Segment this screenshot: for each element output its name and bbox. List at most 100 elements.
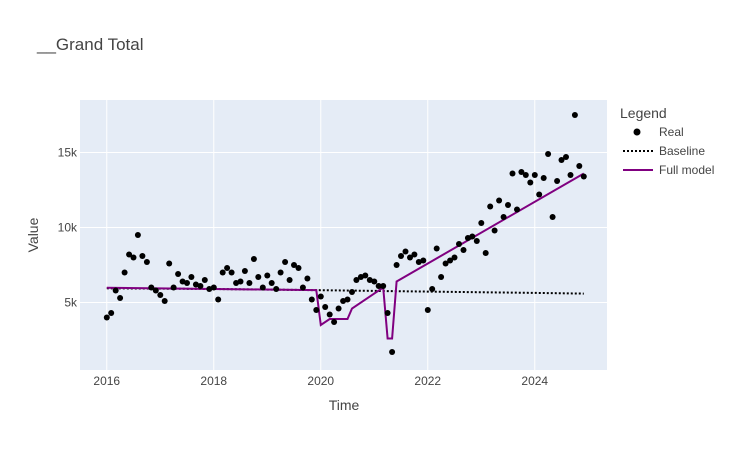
real-point[interactable] bbox=[353, 277, 360, 283]
real-point[interactable] bbox=[531, 172, 538, 178]
real-point[interactable] bbox=[371, 278, 378, 285]
real-point[interactable] bbox=[549, 214, 556, 220]
real-point[interactable] bbox=[175, 271, 182, 277]
real-point[interactable] bbox=[536, 191, 543, 198]
real-point[interactable] bbox=[322, 304, 329, 310]
legend-item-full-model[interactable]: Full model bbox=[623, 163, 714, 177]
real-point[interactable] bbox=[295, 265, 302, 271]
real-point[interactable] bbox=[473, 238, 480, 244]
real-point[interactable] bbox=[335, 305, 342, 312]
real-point[interactable] bbox=[349, 289, 355, 295]
real-point[interactable] bbox=[527, 179, 534, 186]
real-point[interactable] bbox=[545, 151, 552, 157]
real-point[interactable] bbox=[255, 274, 262, 280]
real-point[interactable] bbox=[509, 170, 516, 177]
real-point[interactable] bbox=[313, 307, 320, 313]
real-point[interactable] bbox=[460, 247, 467, 253]
real-point[interactable] bbox=[563, 154, 569, 160]
real-point[interactable] bbox=[580, 173, 587, 180]
real-point[interactable] bbox=[286, 277, 293, 283]
real-point[interactable] bbox=[331, 319, 338, 325]
real-point[interactable] bbox=[210, 284, 217, 291]
real-point[interactable] bbox=[215, 296, 222, 303]
real-point[interactable] bbox=[184, 280, 190, 286]
real-point[interactable] bbox=[264, 272, 271, 279]
real-point[interactable] bbox=[442, 260, 449, 267]
real-point[interactable] bbox=[166, 260, 173, 267]
real-point[interactable] bbox=[567, 172, 574, 178]
real-point[interactable] bbox=[161, 298, 168, 304]
real-point[interactable] bbox=[576, 163, 583, 169]
real-point[interactable] bbox=[237, 278, 244, 285]
real-point[interactable] bbox=[103, 314, 110, 321]
real-point[interactable] bbox=[451, 254, 458, 261]
real-point[interactable] bbox=[259, 284, 266, 291]
real-point[interactable] bbox=[514, 206, 520, 213]
legend-item-baseline[interactable]: Baseline bbox=[623, 144, 705, 158]
real-point[interactable] bbox=[126, 251, 133, 258]
legend-item-real[interactable]: Real bbox=[633, 125, 684, 139]
real-point[interactable] bbox=[522, 172, 529, 178]
real-point[interactable] bbox=[121, 269, 128, 276]
real-point[interactable] bbox=[389, 349, 396, 355]
real-point[interactable] bbox=[152, 287, 159, 294]
real-point[interactable] bbox=[505, 202, 511, 208]
real-point[interactable] bbox=[188, 274, 195, 280]
real-point[interactable] bbox=[402, 248, 409, 255]
real-point[interactable] bbox=[268, 280, 275, 286]
real-point[interactable] bbox=[157, 292, 164, 298]
real-point[interactable] bbox=[469, 233, 476, 240]
real-point[interactable] bbox=[134, 232, 141, 238]
real-point[interactable] bbox=[304, 275, 311, 282]
real-point[interactable] bbox=[108, 310, 115, 316]
real-point[interactable] bbox=[540, 175, 547, 181]
real-point[interactable] bbox=[291, 262, 297, 268]
real-point[interactable] bbox=[447, 257, 454, 264]
real-point[interactable] bbox=[228, 269, 235, 276]
real-point[interactable] bbox=[496, 197, 503, 204]
real-point[interactable] bbox=[112, 287, 119, 294]
real-point[interactable] bbox=[433, 245, 440, 252]
real-point[interactable] bbox=[143, 259, 150, 265]
real-point[interactable] bbox=[554, 178, 561, 184]
real-point[interactable] bbox=[456, 241, 462, 247]
real-point[interactable] bbox=[273, 286, 280, 292]
real-point[interactable] bbox=[424, 307, 431, 313]
real-point[interactable] bbox=[518, 169, 525, 175]
real-point[interactable] bbox=[420, 257, 427, 264]
real-point[interactable] bbox=[407, 254, 413, 261]
real-point[interactable] bbox=[362, 272, 369, 279]
real-point[interactable] bbox=[384, 310, 391, 316]
real-point[interactable] bbox=[299, 284, 306, 291]
real-point[interactable] bbox=[317, 293, 324, 300]
real-point[interactable] bbox=[478, 220, 485, 226]
real-point[interactable] bbox=[380, 283, 387, 289]
real-point[interactable] bbox=[219, 269, 226, 276]
real-point[interactable] bbox=[344, 296, 351, 303]
real-point[interactable] bbox=[201, 277, 208, 283]
real-point[interactable] bbox=[282, 259, 289, 265]
real-point[interactable] bbox=[375, 283, 382, 289]
real-point[interactable] bbox=[148, 284, 155, 291]
real-point[interactable] bbox=[393, 262, 400, 268]
real-point[interactable] bbox=[429, 286, 436, 292]
real-point[interactable] bbox=[250, 256, 257, 262]
real-point[interactable] bbox=[277, 269, 284, 276]
real-point[interactable] bbox=[438, 274, 445, 280]
real-point[interactable] bbox=[491, 227, 498, 234]
real-point[interactable] bbox=[117, 295, 124, 301]
real-point[interactable] bbox=[224, 265, 231, 271]
real-point[interactable] bbox=[139, 253, 146, 259]
real-point[interactable] bbox=[326, 311, 333, 318]
real-point[interactable] bbox=[398, 253, 404, 259]
real-point[interactable] bbox=[170, 284, 177, 291]
real-point[interactable] bbox=[197, 283, 204, 289]
real-point[interactable] bbox=[500, 214, 507, 220]
real-point[interactable] bbox=[411, 251, 418, 258]
real-point[interactable] bbox=[130, 254, 137, 261]
real-point[interactable] bbox=[308, 296, 315, 303]
real-point[interactable] bbox=[571, 112, 578, 118]
real-point[interactable] bbox=[241, 268, 248, 274]
real-point[interactable] bbox=[487, 203, 494, 210]
real-point[interactable] bbox=[558, 157, 565, 163]
